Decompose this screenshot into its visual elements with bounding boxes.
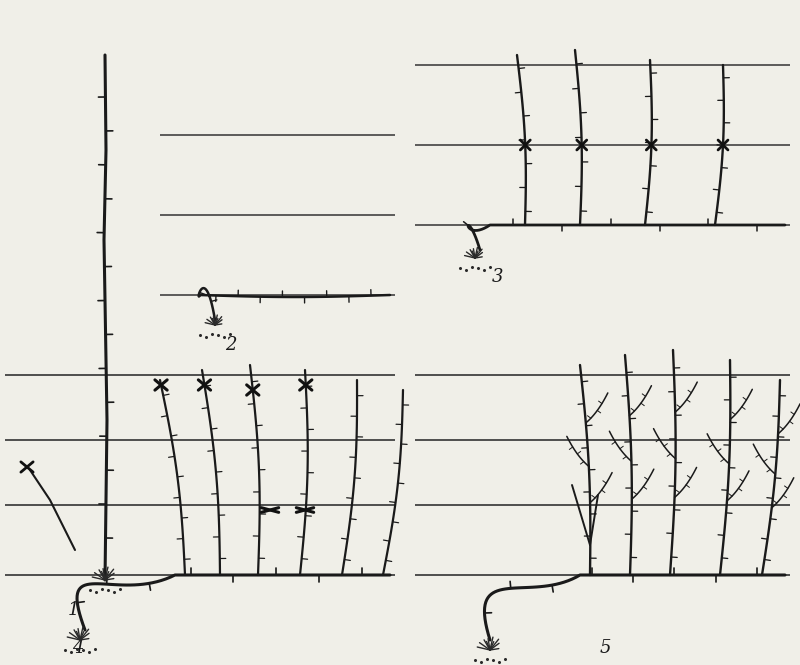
Text: 4: 4 (72, 639, 83, 657)
Text: 2: 2 (225, 336, 237, 354)
Text: 1: 1 (68, 601, 79, 619)
Text: 3: 3 (492, 268, 503, 286)
Text: 5: 5 (600, 639, 611, 657)
